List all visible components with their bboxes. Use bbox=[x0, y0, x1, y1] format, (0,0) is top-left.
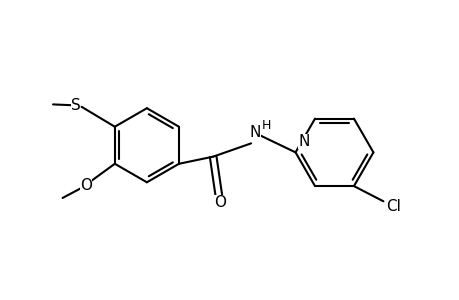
Text: H: H bbox=[261, 119, 270, 132]
Text: Cl: Cl bbox=[386, 199, 400, 214]
Text: N: N bbox=[249, 125, 260, 140]
Text: O: O bbox=[80, 178, 92, 193]
Text: N: N bbox=[298, 134, 309, 149]
Text: O: O bbox=[213, 195, 225, 210]
Text: S: S bbox=[70, 98, 80, 113]
